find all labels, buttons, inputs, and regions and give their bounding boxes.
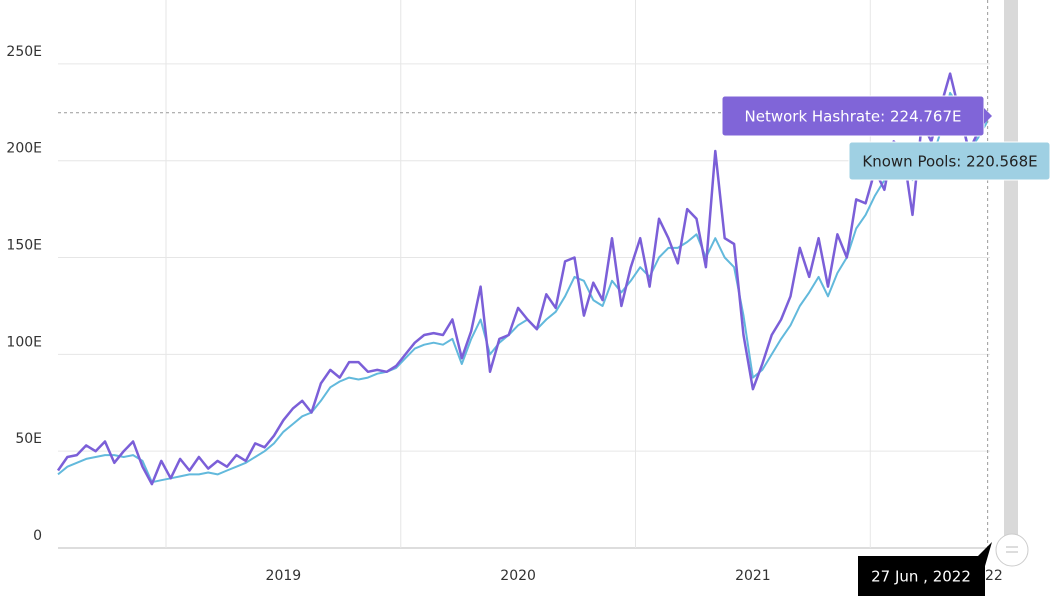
y-tick-label: 0	[33, 528, 42, 544]
date-box	[858, 556, 985, 596]
tooltip-box	[848, 141, 1050, 181]
x-tick-label: 2021	[735, 568, 771, 584]
date-text: 27 Jun , 2022	[871, 568, 971, 586]
scroll-handle[interactable]	[995, 533, 1029, 567]
series-line	[57, 91, 989, 484]
y-tick-label: 250E	[6, 44, 42, 60]
series-line	[56, 72, 989, 486]
tooltip-text: Network Hashrate: 224.767E	[745, 108, 962, 126]
scrollbar[interactable]	[1004, 0, 1018, 548]
y-tick-label: 100E	[6, 334, 42, 350]
y-tick-label: 150E	[6, 238, 42, 254]
date-pointer	[978, 542, 992, 566]
tooltip-text: Known Pools: 220.568E	[862, 153, 1037, 171]
y-tick-label: 200E	[6, 141, 42, 157]
y-tick-label: 50E	[15, 431, 42, 447]
tooltip-pointer	[984, 108, 992, 124]
x-tick-label: 2020	[500, 568, 536, 584]
x-tick-label: 2019	[266, 568, 302, 584]
